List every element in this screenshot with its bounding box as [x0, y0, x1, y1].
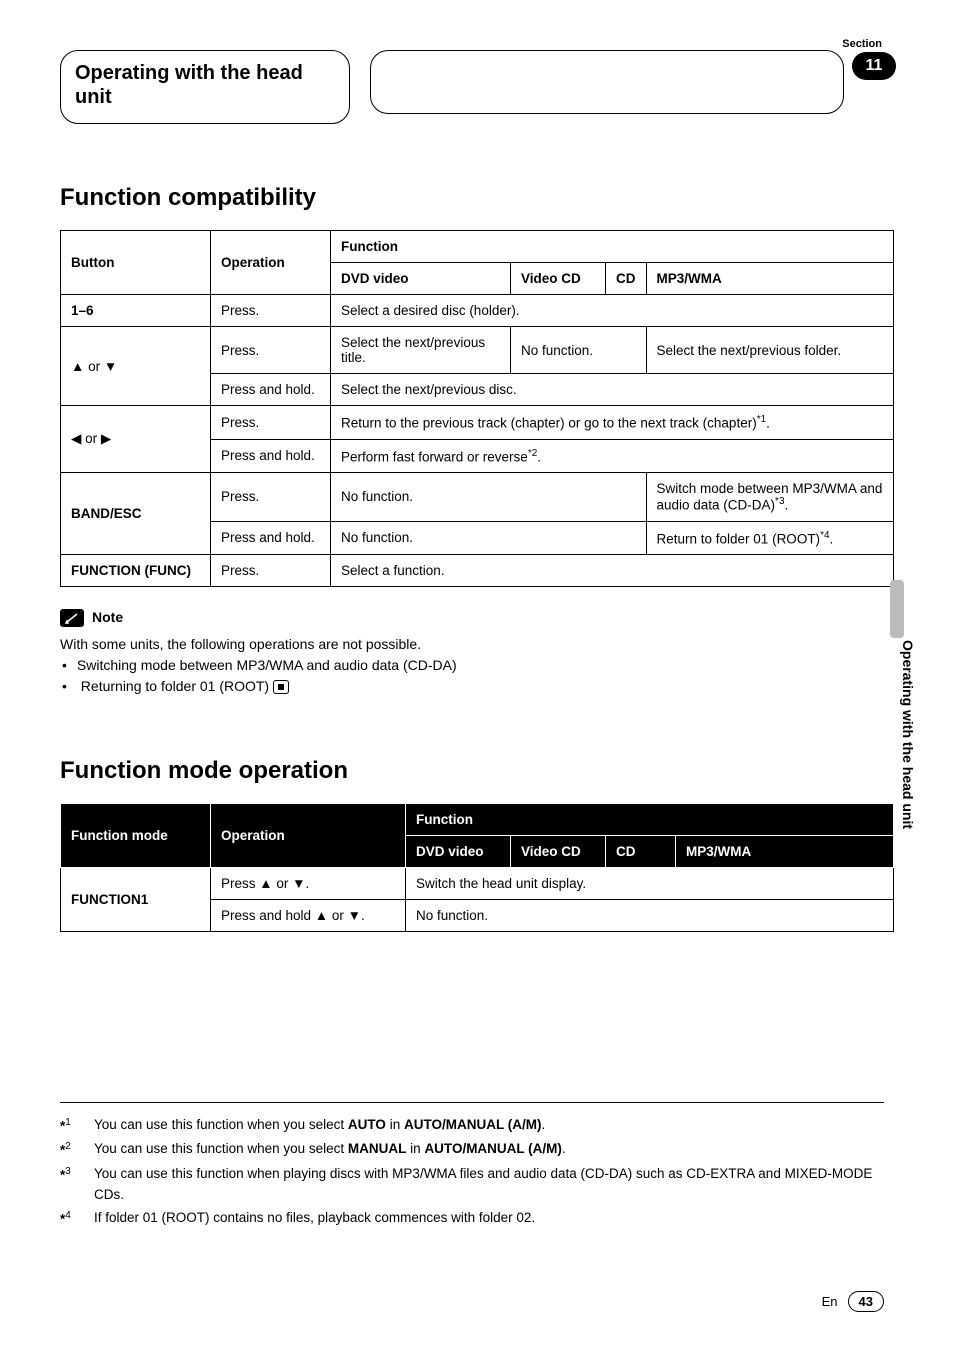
- th-operation: Operation: [211, 804, 406, 868]
- table-row: BAND/ESC Press. No function. Switch mode…: [61, 473, 894, 522]
- cell-fn: Return to the previous track (chapter) o…: [331, 406, 894, 440]
- th-mode: Function mode: [61, 804, 211, 868]
- cell-fn: Switch mode between MP3/WMA and audio da…: [646, 473, 894, 522]
- chapter-title: Operating with the head unit: [75, 61, 329, 109]
- compat-table: Button Operation Function DVD video Vide…: [60, 230, 894, 587]
- end-section-icon: [273, 680, 289, 694]
- cell-fn: Select the next/previous folder.: [646, 327, 894, 374]
- table-row: 1–6 Press. Select a desired disc (holder…: [61, 295, 894, 327]
- th-cd: CD: [606, 836, 676, 868]
- note-block: Note With some units, the following oper…: [60, 607, 894, 697]
- cell-op: Press.: [211, 295, 331, 327]
- cell-fn: Perform fast forward or reverse*2.: [331, 439, 894, 473]
- th-dvd: DVD video: [406, 836, 511, 868]
- th-mp3: MP3/WMA: [676, 836, 894, 868]
- th-button: Button: [61, 231, 211, 295]
- chapter-title-box: Operating with the head unit: [60, 50, 350, 124]
- cell-fn: Switch the head unit display.: [406, 868, 894, 900]
- cell-fn: No function.: [331, 521, 647, 555]
- cell-button: ◀ or ▶: [61, 406, 211, 473]
- cell-op: Press.: [211, 327, 331, 374]
- footnote: *1 You can use this function when you se…: [60, 1115, 884, 1137]
- cell-op: Press and hold.: [211, 439, 331, 473]
- cell-fn: No function.: [331, 473, 647, 522]
- th-operation: Operation: [211, 231, 331, 295]
- cell-op: Press ▲ or ▼.: [211, 868, 406, 900]
- cell-op: Press and hold.: [211, 374, 331, 406]
- th-vcd: Video CD: [511, 836, 606, 868]
- sidebar-chapter-text: Operating with the head unit: [900, 640, 916, 829]
- section-label: Section: [842, 38, 882, 50]
- modeop-heading: Function mode operation: [60, 757, 894, 785]
- note-item: Returning to folder 01 (ROOT): [78, 676, 894, 697]
- th-function: Function: [331, 231, 894, 263]
- th-function: Function: [406, 804, 894, 836]
- cell-fn: Select the next/previous disc.: [331, 374, 894, 406]
- compat-heading: Function compatibility: [60, 184, 894, 212]
- th-mp3: MP3/WMA: [646, 263, 894, 295]
- th-vcd: Video CD: [511, 263, 606, 295]
- table-row: ▲ or ▼ Press. Select the next/previous t…: [61, 327, 894, 374]
- cell-op: Press.: [211, 406, 331, 440]
- cell-fn: Select a function.: [331, 555, 894, 587]
- th-cd: CD: [606, 263, 647, 295]
- cell-fn: No function.: [511, 327, 647, 374]
- cell-op: Press.: [211, 473, 331, 522]
- cell-button: FUNCTION (FUNC): [61, 555, 211, 587]
- cell-mode: FUNCTION1: [61, 868, 211, 932]
- cell-op: Press and hold ▲ or ▼.: [211, 900, 406, 932]
- cell-button: 1–6: [61, 295, 211, 327]
- table-row: FUNCTION1 Press ▲ or ▼. Switch the head …: [61, 868, 894, 900]
- note-intro: With some units, the following operation…: [60, 634, 460, 655]
- table-row: FUNCTION (FUNC) Press. Select a function…: [61, 555, 894, 587]
- cell-fn: Return to folder 01 (ROOT)*4.: [646, 521, 894, 555]
- cell-button: ▲ or ▼: [61, 327, 211, 406]
- footnote: *2 You can use this function when you se…: [60, 1139, 884, 1161]
- footnotes: *1 You can use this function when you se…: [60, 1102, 884, 1232]
- footnote: *3 You can use this function when playin…: [60, 1164, 884, 1206]
- page-number: 43: [848, 1291, 884, 1312]
- header-spacer: [370, 50, 844, 114]
- cell-button: BAND/ESC: [61, 473, 211, 555]
- modeop-table: Function mode Operation Function DVD vid…: [60, 803, 894, 932]
- language-label: En: [822, 1294, 838, 1309]
- cell-fn: Select the next/previous title.: [331, 327, 511, 374]
- cell-op: Press.: [211, 555, 331, 587]
- table-row: ◀ or ▶ Press. Return to the previous tra…: [61, 406, 894, 440]
- cell-fn: Select a desired disc (holder).: [331, 295, 894, 327]
- th-dvd: DVD video: [331, 263, 511, 295]
- section-number-badge: 11: [852, 52, 896, 80]
- cell-op: Press and hold.: [211, 521, 331, 555]
- footnote: *4 If folder 01 (ROOT) contains no files…: [60, 1208, 884, 1230]
- note-icon: [60, 609, 84, 627]
- note-label: Note: [92, 607, 123, 628]
- note-item: Switching mode between MP3/WMA and audio…: [78, 655, 478, 676]
- cell-fn: No function.: [406, 900, 894, 932]
- page-footer: En 43: [822, 1291, 884, 1312]
- sidebar-tab: [890, 580, 904, 638]
- header-row: Operating with the head unit: [60, 50, 894, 124]
